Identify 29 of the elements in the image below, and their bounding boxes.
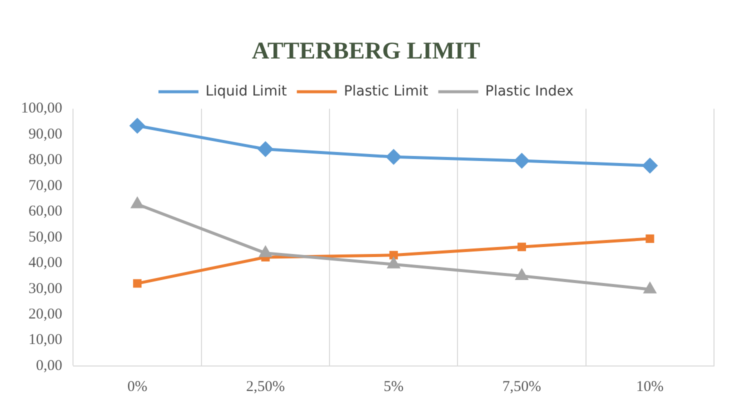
legend-label: Liquid Limit bbox=[205, 83, 288, 100]
point bbox=[129, 118, 146, 134]
legend-label: Plastic Index bbox=[485, 83, 574, 100]
point bbox=[133, 279, 142, 288]
point bbox=[642, 158, 658, 174]
x-tick-label: 5% bbox=[384, 378, 404, 395]
x-tick-label: 10% bbox=[636, 378, 664, 395]
x-tick-label: 0% bbox=[127, 378, 148, 395]
point bbox=[386, 148, 402, 165]
point bbox=[257, 141, 274, 158]
x-tick-label: 2,50% bbox=[246, 378, 285, 395]
point bbox=[389, 250, 398, 260]
y-tick-label: 60,00 bbox=[28, 204, 62, 220]
legend-label: Plastic Limit bbox=[344, 83, 429, 100]
x-tick-label: 7,50% bbox=[502, 378, 542, 395]
y-tick-label: 40,00 bbox=[28, 255, 62, 272]
y-tick-label: 90,00 bbox=[28, 126, 62, 142]
y-tick-label: 80,00 bbox=[28, 152, 62, 168]
y-tick-label: 10,00 bbox=[28, 332, 62, 348]
point bbox=[518, 242, 526, 252]
y-tick-label: 0,00 bbox=[36, 358, 62, 374]
point bbox=[514, 152, 530, 169]
y-tick-label: 70,00 bbox=[28, 178, 62, 194]
y-tick-label: 30,00 bbox=[28, 280, 62, 297]
y-tick-label: 100,00 bbox=[21, 100, 62, 117]
chart-title: ATTERBERG LIMIT bbox=[252, 38, 480, 65]
point bbox=[646, 234, 654, 243]
y-tick-label: 20,00 bbox=[28, 306, 62, 322]
y-tick-label: 50,00 bbox=[28, 229, 62, 246]
